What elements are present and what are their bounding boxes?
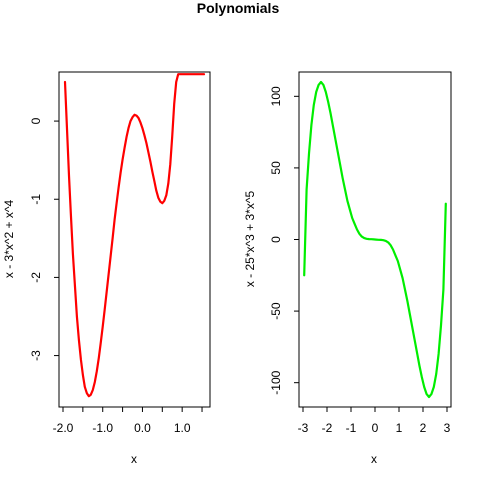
- right-y-axis-label: x - 25*x^3 + 3*x^5: [243, 191, 257, 288]
- left-y-tick-label: 0: [29, 117, 43, 124]
- figure-title: Polynomials: [197, 0, 280, 16]
- left-x-tick-label: -1.0: [92, 421, 113, 435]
- right-x-ticks: -3 -2 -1 0 1 2 3: [298, 406, 451, 435]
- right-x-tick-label: -2: [322, 421, 333, 435]
- left-y-tick-label: -3: [29, 350, 43, 361]
- right-y-ticks: 100 50 0 -50 -100: [269, 86, 299, 395]
- right-series-line: [303, 80, 447, 399]
- left-series-group: [63, 73, 206, 398]
- left-y-tick-label: -1: [29, 194, 43, 205]
- left-x-ticks: -2.0 -1.0 0.0 1.0: [53, 406, 203, 435]
- left-y-axis-label: x - 3*x^2 + x^4: [2, 200, 16, 279]
- right-x-tick-label: 1: [396, 421, 403, 435]
- right-y-tick-label: 100: [269, 86, 283, 106]
- left-x-tick-label: 0.0: [134, 421, 151, 435]
- right-y-tick-label: 50: [269, 161, 283, 175]
- right-y-tick-label: -100: [269, 370, 283, 394]
- left-x-axis-label: x: [131, 452, 137, 466]
- left-plot-panel: -2.0 -1.0 0.0 1.0 0 -1 -2 -3 x x - 3*x^2 + x^4: [2, 71, 211, 466]
- right-y-tick-label: 0: [269, 236, 283, 243]
- left-x-tick-label: 1.0: [174, 421, 191, 435]
- right-y-tick-label: -50: [269, 302, 283, 320]
- right-x-tick-label: 2: [420, 421, 427, 435]
- left-y-ticks: 0 -1 -2 -3: [29, 117, 59, 361]
- right-x-axis-label: x: [371, 452, 377, 466]
- left-x-tick-label: -2.0: [53, 421, 74, 435]
- right-x-tick-label: -3: [298, 421, 309, 435]
- left-series-line: [63, 73, 206, 398]
- left-y-tick-label: -2: [29, 272, 43, 283]
- right-x-tick-label: -1: [346, 421, 357, 435]
- right-plot-panel: -3 -2 -1 0 1 2 3 100 50 0 -50 -100 x x - 25*x^3 + …: [243, 71, 452, 466]
- right-x-tick-label: 3: [444, 421, 451, 435]
- right-x-tick-label: 0: [372, 421, 379, 435]
- right-series-group: [303, 80, 447, 399]
